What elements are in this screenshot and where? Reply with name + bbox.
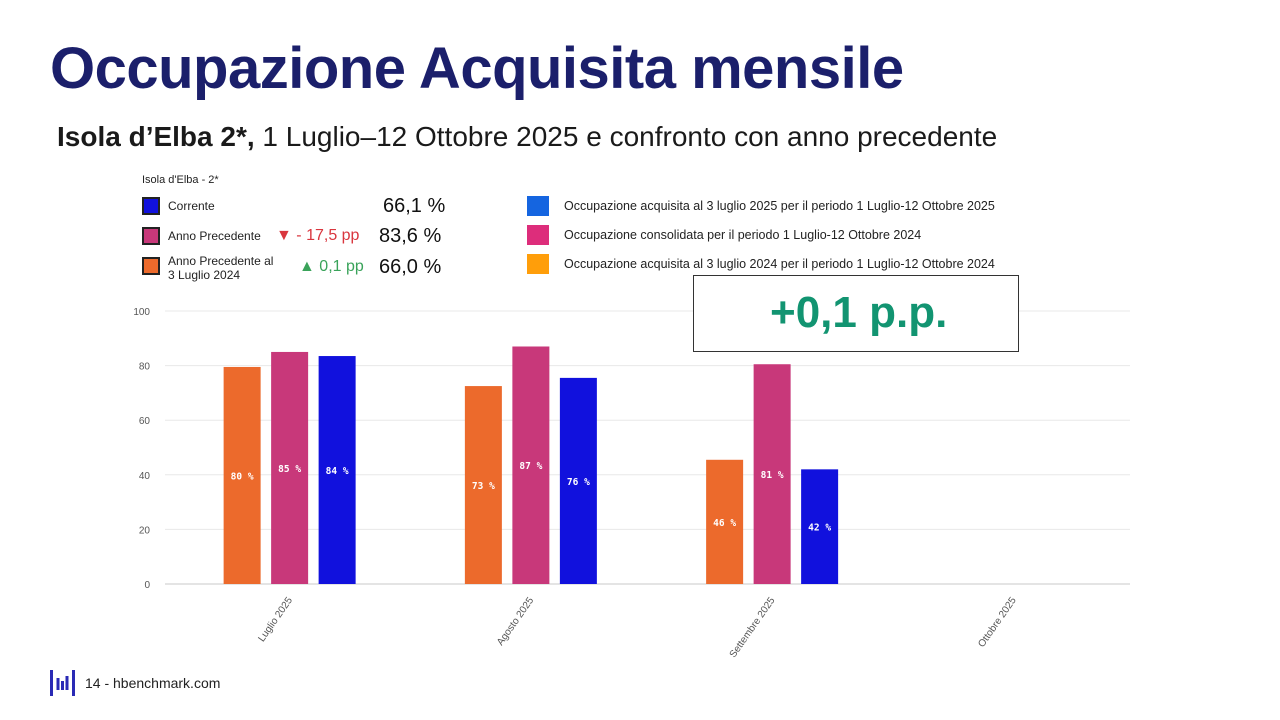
triangle-up-icon: ▲: [299, 258, 315, 275]
page-title: Occupazione Acquisita mensile: [50, 36, 904, 101]
y-tick-label: 100: [133, 307, 150, 318]
bar-data-label: 87 %: [519, 461, 542, 472]
bar-data-label: 46 %: [713, 518, 736, 529]
summary-row-anno-precedente-3-luglio: Anno Precedente al 3 Luglio 2024: [142, 254, 273, 283]
bar-data-label: 76 %: [567, 477, 590, 488]
legend-label: Occupazione acquisita al 3 luglio 2025 p…: [564, 199, 995, 213]
bar: [223, 366, 261, 584]
y-tick-label: 60: [139, 416, 151, 427]
subtitle-period: 1 Luglio–12 Ottobre 2025 e confronto con…: [254, 121, 998, 152]
summary-value: 83,6 %: [379, 225, 442, 247]
summary-value: 66,0 %: [379, 256, 442, 278]
legend-item-acquisita-2025: Occupazione acquisita al 3 luglio 2025 p…: [527, 196, 995, 216]
summary-value: 66,1 %: [383, 195, 446, 217]
bar: [801, 469, 839, 584]
summary-row-corrente: Corrente: [142, 197, 215, 215]
legend-item-acquisita-2024: Occupazione acquisita al 3 luglio 2024 p…: [527, 254, 995, 274]
bar-data-label: 80 %: [231, 471, 254, 482]
bar-data-label: 81 %: [761, 470, 784, 481]
summary-label: Anno Precedente: [168, 228, 261, 243]
delta-up: ▲ 0,1 pp: [299, 258, 364, 276]
bar: [559, 377, 597, 584]
y-tick-label: 40: [139, 471, 151, 482]
delta-down: ▼ - 17,5 pp: [276, 227, 359, 245]
summary-panel-title: Isola d'Elba - 2*: [142, 174, 219, 186]
hbenchmark-logo-icon: [50, 670, 75, 696]
triangle-down-icon: ▼: [276, 227, 292, 244]
bar-data-label: 85 %: [278, 464, 301, 475]
y-tick-label: 80: [139, 362, 151, 373]
bar: [271, 351, 309, 584]
legend-swatch: [527, 225, 549, 245]
legend-swatch: [527, 196, 549, 216]
legend-swatch: [527, 254, 549, 274]
bar-data-label: 84 %: [326, 466, 349, 477]
y-tick-label: 0: [144, 580, 150, 591]
y-tick-label: 20: [139, 525, 151, 536]
delta-value: 0,1 pp: [319, 258, 364, 275]
anno-precedente-3-luglio-swatch: [142, 257, 160, 275]
x-tick-label: Settembre 2025: [728, 595, 778, 660]
subtitle-location: Isola d’Elba 2*,: [57, 121, 255, 152]
bar: [753, 364, 791, 584]
anno-precedente-swatch: [142, 227, 160, 245]
bar: [318, 356, 356, 584]
bar: [512, 346, 550, 584]
corrente-swatch: [142, 197, 160, 215]
summary-label: Anno Precedente al 3 Luglio 2024: [168, 254, 274, 283]
legend-label: Occupazione acquisita al 3 luglio 2024 p…: [564, 257, 995, 271]
callout-box: +0,1 p.p.: [693, 275, 1019, 352]
x-tick-label: Ottobre 2025: [976, 595, 1019, 649]
legend-label: Occupazione consolidata per il periodo 1…: [564, 228, 922, 242]
x-tick-label: Agosto 2025: [495, 595, 536, 648]
footer: 14 - hbenchmark.com: [50, 670, 220, 696]
x-tick-label: Luglio 2025: [256, 595, 295, 644]
summary-row-anno-precedente: Anno Precedente: [142, 227, 261, 245]
callout-text: +0,1 p.p.: [770, 288, 948, 337]
delta-value: - 17,5 pp: [296, 227, 360, 244]
bar: [706, 459, 744, 584]
summary-label: Corrente: [168, 198, 215, 213]
legend-item-consolidata-2024: Occupazione consolidata per il periodo 1…: [527, 225, 921, 245]
page-subtitle: Isola d’Elba 2*, 1 Luglio–12 Ottobre 202…: [57, 120, 997, 154]
footer-text: 14 - hbenchmark.com: [85, 675, 221, 691]
bar: [464, 386, 502, 584]
bar-data-label: 73 %: [472, 481, 495, 492]
bar-data-label: 42 %: [808, 523, 831, 534]
